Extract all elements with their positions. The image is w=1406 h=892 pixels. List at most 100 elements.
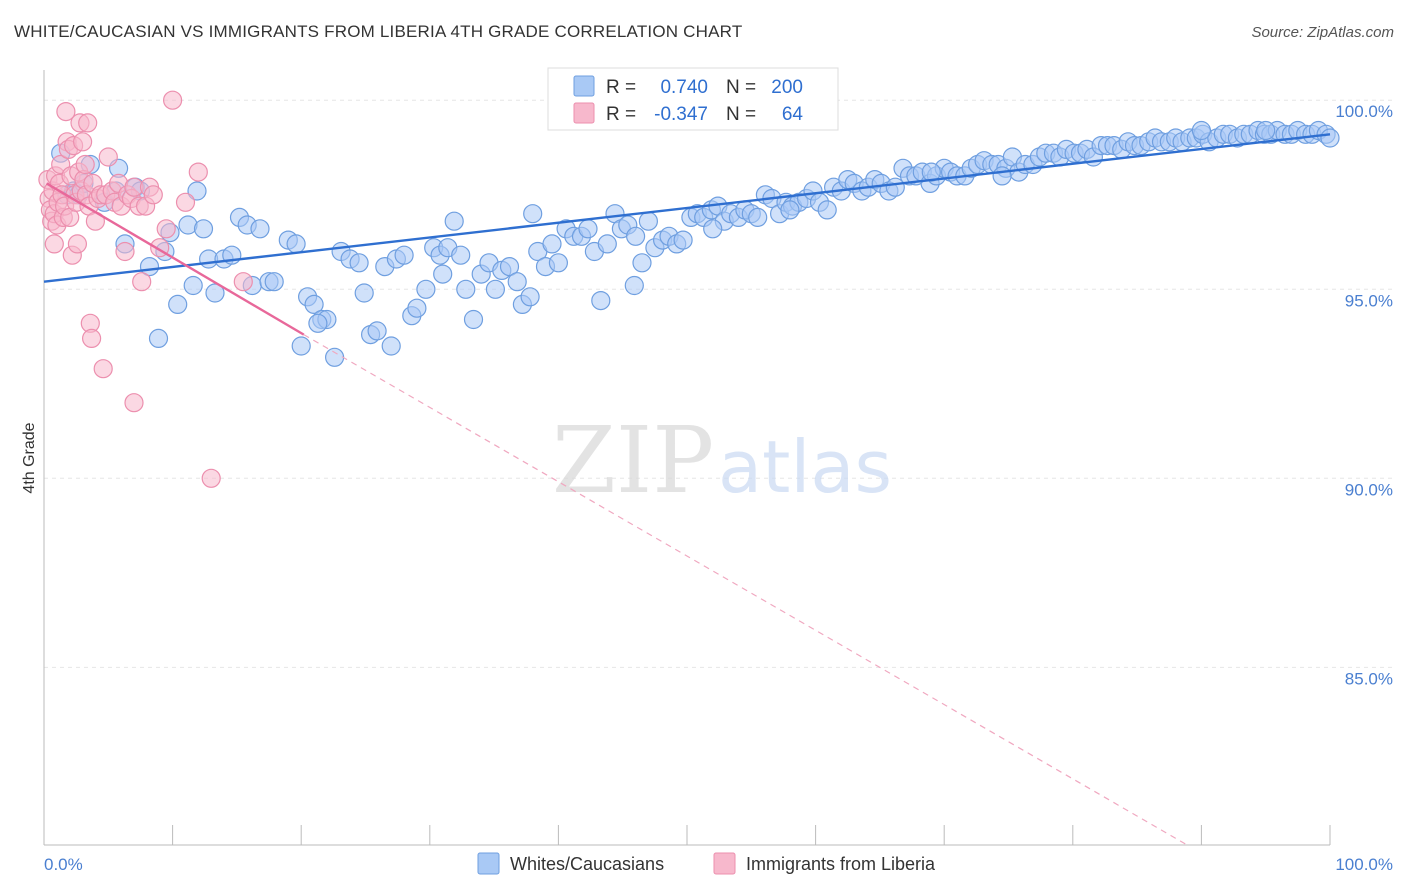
point-whites: [1320, 128, 1340, 148]
point-whites: [485, 279, 505, 299]
point-liberia: [175, 192, 196, 212]
y-tick-label: 90.0%: [1345, 480, 1393, 499]
point-whites: [187, 181, 207, 201]
point-whites: [817, 200, 837, 220]
point-whites: [499, 257, 520, 277]
legend-n-value-whites: 200: [771, 77, 803, 98]
point-whites: [183, 275, 203, 296]
source-label: Source: ZipAtlas.com: [1251, 24, 1394, 41]
series-liberia-points: [38, 90, 253, 488]
point-whites: [578, 219, 598, 239]
point-whites: [748, 207, 768, 227]
trend-line-liberia: [45, 182, 305, 336]
point-whites: [625, 226, 646, 246]
point-whites: [638, 211, 659, 231]
legend-n-label-liberia: N =: [726, 104, 756, 125]
point-whites: [264, 272, 284, 292]
legend-top-box: [547, 67, 839, 131]
point-liberia: [78, 113, 98, 133]
point-whites: [444, 211, 464, 231]
point-whites: [507, 272, 527, 292]
point-whites: [1256, 120, 1276, 141]
trend-line-whites: [43, 133, 1331, 283]
point-liberia: [124, 393, 144, 413]
point-whites: [548, 253, 569, 273]
point-whites: [624, 275, 644, 296]
point-whites: [451, 245, 471, 265]
point-whites: [992, 166, 1012, 186]
point-whites: [286, 234, 306, 254]
trend-line-liberia-extension: [303, 334, 1188, 846]
y-tick-label: 100.0%: [1335, 102, 1393, 121]
point-whites: [291, 336, 311, 356]
point-whites: [632, 253, 652, 273]
point-whites: [367, 321, 387, 341]
point-liberia: [188, 162, 208, 182]
point-whites: [250, 219, 270, 239]
point-whites: [597, 234, 617, 254]
point-liberia: [75, 154, 95, 175]
point-whites: [433, 264, 453, 284]
legend-swatch-whites: [573, 75, 595, 97]
point-whites: [542, 234, 562, 254]
point-whites: [354, 283, 374, 303]
legend-r-label-whites: R =: [606, 77, 636, 98]
legend-r-label-liberia: R =: [606, 104, 636, 125]
point-liberia: [115, 241, 135, 262]
watermark-zip: ZIP: [552, 407, 714, 514]
y-tick-labels: 85.0% 90.0% 95.0% 100.0%: [1335, 102, 1393, 688]
legend-bottom-swatch-liberia: [713, 852, 736, 875]
point-liberia: [143, 185, 163, 205]
point-whites: [168, 294, 188, 314]
legend-bottom-label-whites: Whites/Caucasians: [510, 854, 664, 874]
point-whites: [349, 253, 369, 273]
x-tick-label: 100.0%: [1335, 855, 1393, 874]
legend-bottom-label-liberia: Immigrants from Liberia: [746, 854, 936, 874]
point-whites: [304, 294, 324, 314]
point-whites: [780, 200, 800, 220]
point-whites: [591, 291, 611, 311]
point-liberia: [98, 147, 118, 167]
point-liberia: [44, 234, 64, 254]
y-tick-label: 85.0%: [1345, 669, 1393, 688]
trend-lines: [43, 133, 1331, 846]
point-liberia: [132, 272, 152, 292]
point-whites: [1191, 120, 1212, 141]
y-axis-label: 4th Grade: [21, 422, 38, 493]
point-whites: [407, 298, 427, 318]
point-whites: [381, 336, 401, 356]
point-whites: [520, 287, 540, 307]
legend-bottom: Whites/Caucasians Immigrants from Liberi…: [477, 852, 936, 875]
point-liberia: [81, 328, 102, 348]
point-whites: [463, 309, 484, 330]
watermark-atlas: atlas: [718, 425, 892, 509]
watermark: ZIP atlas: [552, 407, 892, 514]
point-whites: [308, 313, 328, 333]
point-liberia: [93, 359, 113, 379]
point-liberia: [163, 90, 183, 110]
point-liberia: [156, 219, 176, 239]
point-liberia: [67, 234, 88, 254]
point-whites: [523, 204, 543, 224]
legend-top: R = 0.740 N = 200 R = -0.347 N = 64: [547, 67, 839, 131]
point-whites: [416, 279, 436, 299]
series-whites-points: [51, 120, 1340, 367]
legend-swatch-liberia: [573, 102, 595, 124]
point-whites: [456, 279, 476, 299]
legend-n-value-liberia: 64: [782, 104, 804, 125]
point-whites: [193, 219, 214, 239]
legend-r-value-whites: 0.740: [660, 77, 708, 98]
point-whites: [703, 219, 723, 239]
point-whites: [325, 347, 345, 367]
point-liberia: [201, 468, 221, 488]
point-whites: [394, 245, 414, 265]
point-liberia: [233, 272, 253, 292]
point-whites: [673, 230, 693, 250]
legend-bottom-swatch-whites: [477, 852, 500, 875]
x-tick-label: 0.0%: [44, 855, 83, 874]
point-liberia: [56, 101, 76, 122]
point-whites: [205, 283, 225, 303]
legend-r-value-liberia: -0.347: [654, 104, 708, 125]
legend-n-label-whites: N =: [726, 77, 756, 98]
